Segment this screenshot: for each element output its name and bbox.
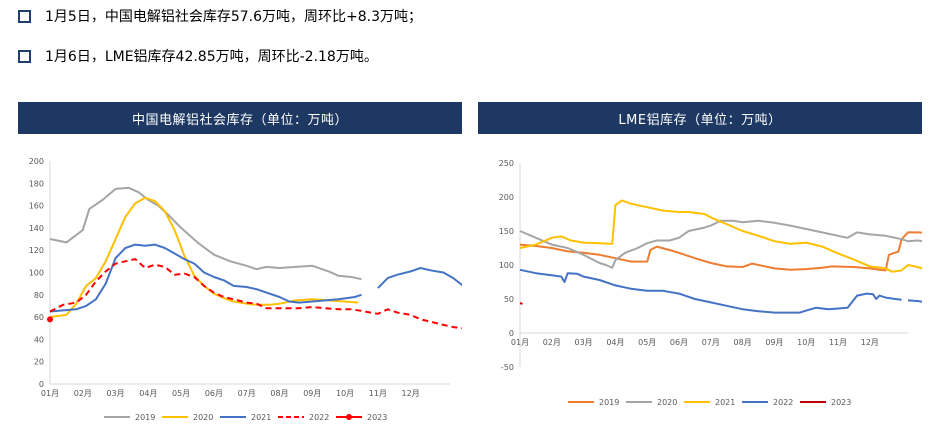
legend-label: 2022 <box>773 398 793 407</box>
china-inventory-chart: 0 20 40 60 80 100 120 140 160 180 200 01月 02月 03月 04月 0… <box>29 157 462 422</box>
y-tick-label: 40 <box>34 335 44 344</box>
x-tick-label: 01月 <box>41 389 59 398</box>
legend-item-2020: 2020 <box>626 398 677 407</box>
legend-item-2023: 2023 <box>336 413 387 422</box>
series-2021-line <box>519 199 922 273</box>
x-tick-label: 04月 <box>139 389 157 398</box>
x-tick-label: 05月 <box>172 389 190 398</box>
x-tick-label: 09月 <box>303 389 321 398</box>
x-tick-label: 10月 <box>797 338 815 347</box>
series-2019-line <box>519 231 922 272</box>
bullet-china-inventory: 1月5日，中国电解铝社会库存57.6万吨，周环比+8.3万吨； <box>18 6 422 26</box>
series-2020-line <box>49 196 359 319</box>
legend-item-2021: 2021 <box>220 413 271 422</box>
y-tick-label: 200 <box>499 193 514 202</box>
y-tick-label: 50 <box>504 295 514 304</box>
y-tick-label: -50 <box>501 363 514 372</box>
y-tick-label: 180 <box>29 179 44 188</box>
y-tick-label: 100 <box>29 269 44 278</box>
series-2021-line <box>49 243 462 313</box>
bullet-square-icon <box>18 49 31 63</box>
x-tick-label: 12月 <box>861 338 879 347</box>
x-tick-label: 02月 <box>543 338 561 347</box>
legend-item-2020: 2020 <box>162 413 213 422</box>
x-tick-label: 06月 <box>670 338 688 347</box>
x-tick-label: 03月 <box>106 389 124 398</box>
x-tick-label: 11月 <box>369 389 387 398</box>
right-chart-header: LME铝库存（单位：万吨） <box>478 102 922 134</box>
y-tick-label: 0 <box>509 329 514 338</box>
y-tick-label: 100 <box>499 261 514 270</box>
legend-label: 2022 <box>309 413 329 422</box>
y-tick-label: 120 <box>29 246 44 255</box>
bullet-lme-inventory: 1月6日，LME铝库存42.85万吨，周环比-2.18万吨。 <box>18 46 378 66</box>
bullet-text: 1月5日，中国电解铝社会库存57.6万吨，周环比+8.3万吨； <box>45 9 422 25</box>
series-2020-line <box>519 219 922 269</box>
y-tick-label: 80 <box>34 291 44 300</box>
legend-item-2019: 2019 <box>568 398 619 407</box>
x-tick-label: 10月 <box>336 389 354 398</box>
legend-label: 2019 <box>135 413 155 422</box>
legend-label: 2020 <box>657 398 677 407</box>
y-tick-label: 60 <box>34 313 44 322</box>
y-tick-label: 140 <box>29 224 44 233</box>
legend-label: 2021 <box>715 398 735 407</box>
x-tick-label: 07月 <box>702 338 720 347</box>
x-tick-label: 08月 <box>734 338 752 347</box>
y-tick-label: 150 <box>499 227 514 236</box>
legend-label: 2019 <box>599 398 619 407</box>
legend-item-2023: 2023 <box>800 398 851 407</box>
y-tick-label: 200 <box>29 157 44 166</box>
x-tick-label: 05月 <box>638 338 656 347</box>
x-tick-label: 08月 <box>270 389 288 398</box>
x-tick-label: 07月 <box>238 389 256 398</box>
x-tick-label: 06月 <box>205 389 223 398</box>
left-chart-header: 中国电解铝社会库存（单位：万吨） <box>18 102 462 134</box>
y-tick-label: 160 <box>29 202 44 211</box>
series-2022-line <box>49 258 462 330</box>
x-tick-label: 03月 <box>575 338 593 347</box>
x-tick-label: 04月 <box>606 338 624 347</box>
legend-label: 2023 <box>367 413 387 422</box>
y-tick-label: 250 <box>499 159 514 168</box>
legend-label: 2021 <box>251 413 271 422</box>
legend-item-2022: 2022 <box>742 398 793 407</box>
bullet-text: 1月6日，LME铝库存42.85万吨，周环比-2.18万吨。 <box>45 49 378 65</box>
bullet-square-icon <box>18 9 31 23</box>
x-tick-label: 01月 <box>511 338 529 347</box>
lme-inventory-chart: -50 0 50 100 150 200 250 01月 02月 03月 04月 05月 06月 07月 0… <box>499 159 922 407</box>
y-tick-label: 20 <box>34 358 44 367</box>
legend-marker <box>346 414 352 420</box>
x-tick-label: 09月 <box>765 338 783 347</box>
legend-item-2021: 2021 <box>684 398 735 407</box>
legend-item-2019: 2019 <box>104 413 155 422</box>
series-2022-line <box>519 268 922 314</box>
x-tick-label: 11月 <box>829 338 847 347</box>
x-tick-label: 02月 <box>74 389 92 398</box>
series-2023-line <box>519 302 523 305</box>
series-2023-point <box>47 316 53 323</box>
legend-label: 2020 <box>193 413 213 422</box>
legend-label: 2023 <box>831 398 851 407</box>
x-tick-label: 12月 <box>402 389 420 398</box>
y-tick-label: 0 <box>39 380 44 389</box>
series-2019-line <box>49 186 362 281</box>
legend-item-2022: 2022 <box>278 413 329 422</box>
